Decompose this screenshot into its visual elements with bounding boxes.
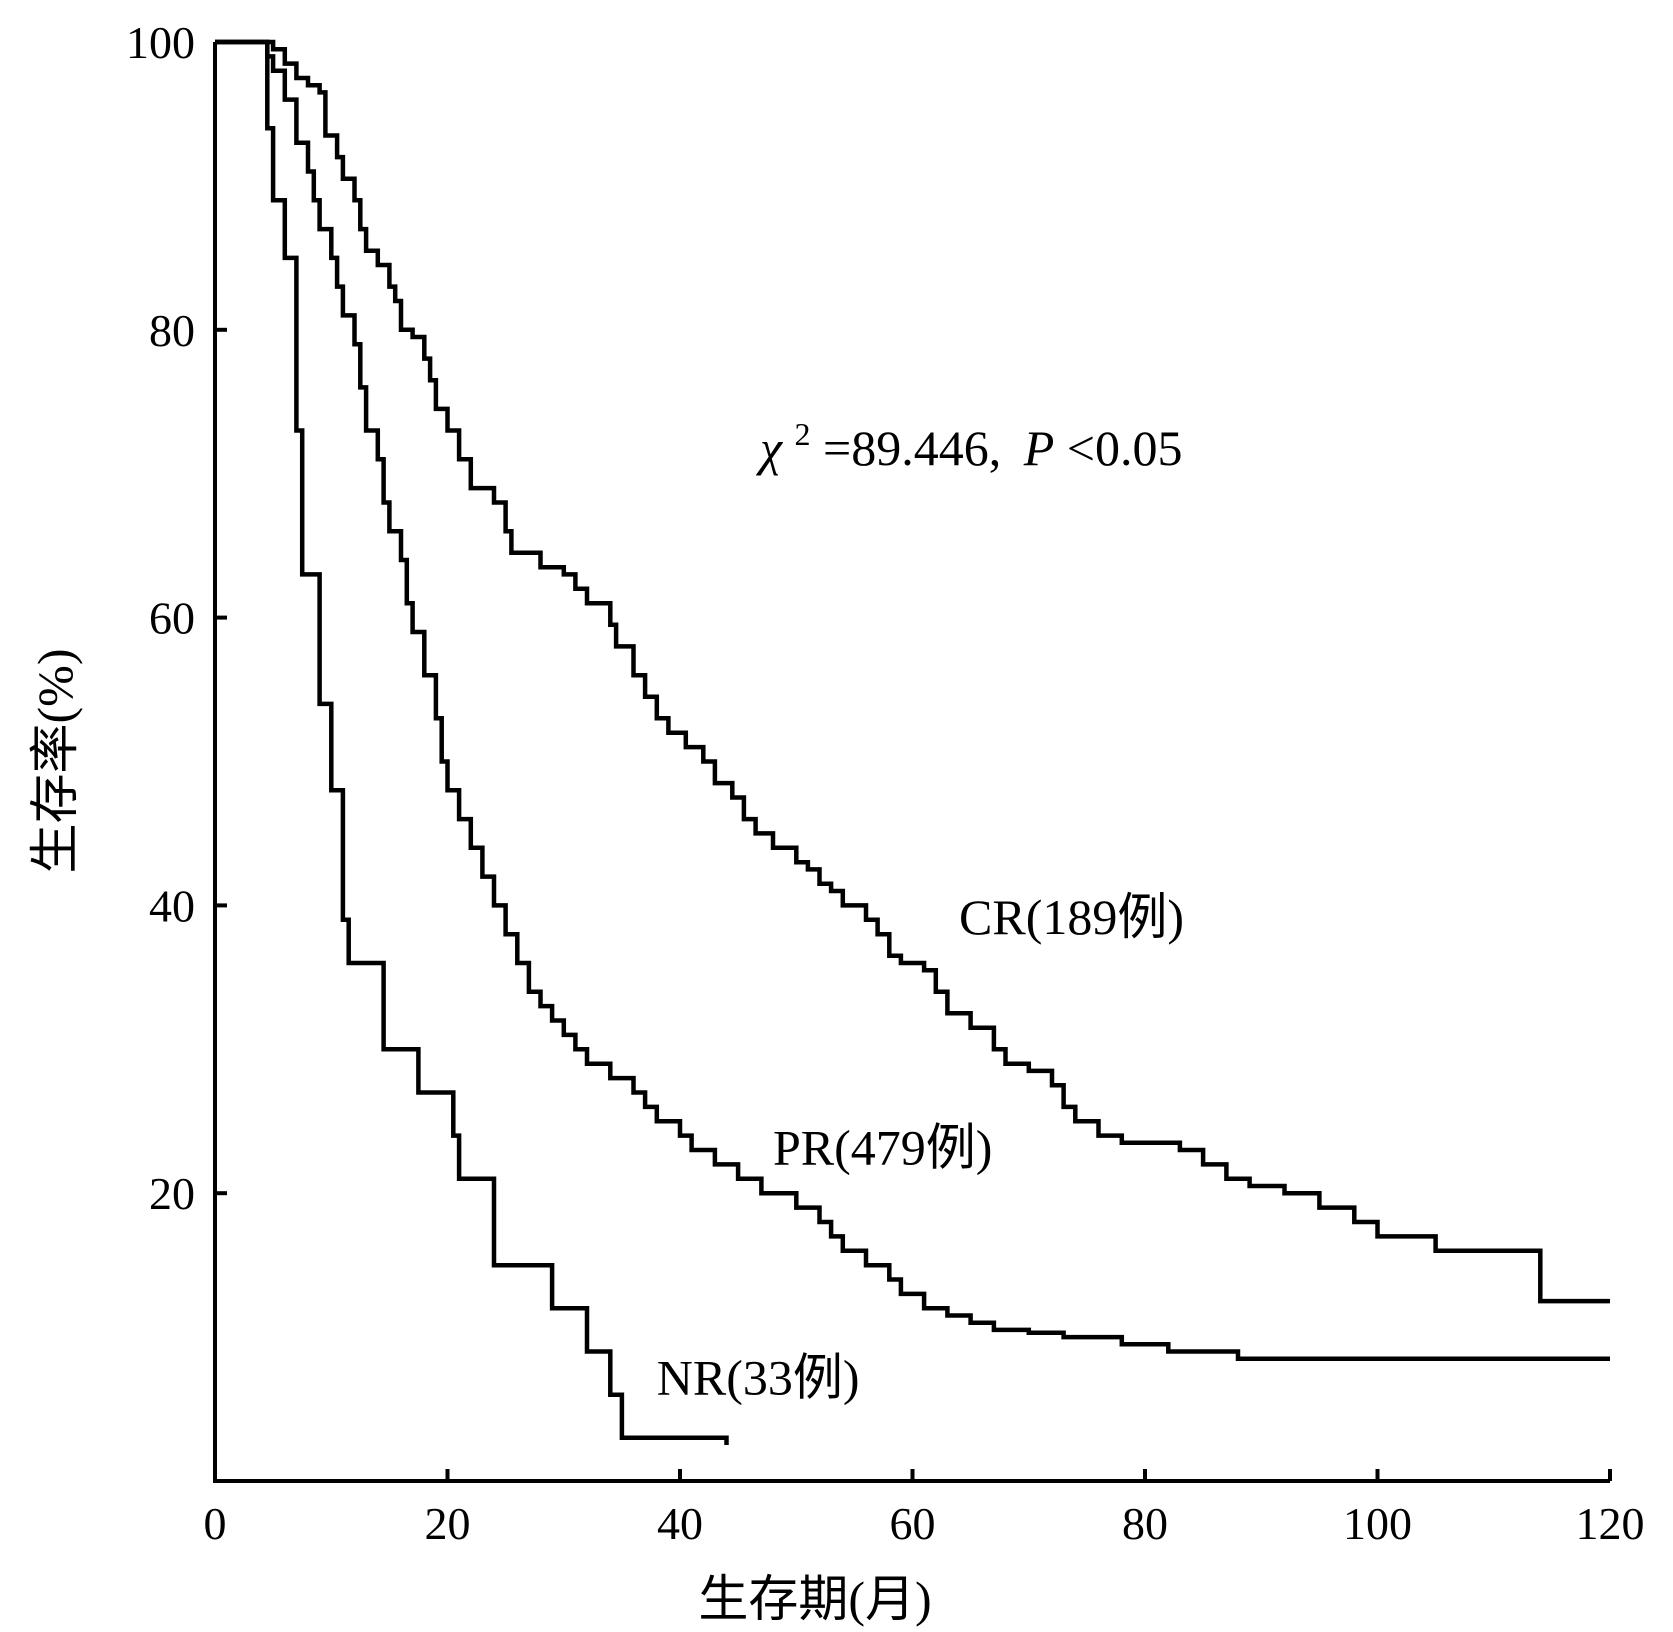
p-value: <0.05: [1067, 420, 1183, 476]
x-tick-label: 120: [1576, 1498, 1645, 1549]
y-tick-label: 80: [149, 305, 195, 356]
p-symbol: P: [1023, 420, 1055, 476]
cr-curve: [215, 39, 1610, 1304]
y-tick-label: 60: [149, 593, 195, 644]
y-tick-label: 40: [149, 880, 195, 931]
cr-label: CR(189例): [959, 889, 1184, 945]
chi-value: =89.446,: [823, 420, 1001, 476]
x-axis-label: 生存期(月): [698, 1571, 931, 1627]
curves: [215, 39, 1610, 1445]
chi-symbol: χ: [756, 420, 784, 476]
series-labels: CR(189例) PR(479例) NR(33例): [657, 889, 1184, 1405]
axes: [213, 42, 1610, 1483]
y-tick-label: 20: [149, 1168, 195, 1219]
x-tick-label: 100: [1343, 1498, 1412, 1549]
x-tick-label: 60: [890, 1498, 936, 1549]
x-tick-label: 80: [1122, 1498, 1168, 1549]
chi-superscript: 2: [795, 416, 811, 452]
nr-curve: [215, 39, 729, 1445]
pr-curve: [215, 39, 1610, 1361]
y-axis-label: 生存率(%): [27, 649, 83, 874]
pr-label: PR(479例): [773, 1119, 992, 1175]
x-tick-label: 20: [425, 1498, 471, 1549]
statistic-annotation: χ 2 =89.446, P <0.05: [756, 400, 1182, 476]
y-tick-label: 100: [126, 17, 195, 68]
x-tick-label: 40: [657, 1498, 703, 1549]
ticks: 0 20 40 60 80 100 120 20 40 60 80 100: [126, 17, 1645, 1549]
nr-label: NR(33例): [657, 1350, 860, 1406]
x-tick-label: 0: [204, 1498, 227, 1549]
